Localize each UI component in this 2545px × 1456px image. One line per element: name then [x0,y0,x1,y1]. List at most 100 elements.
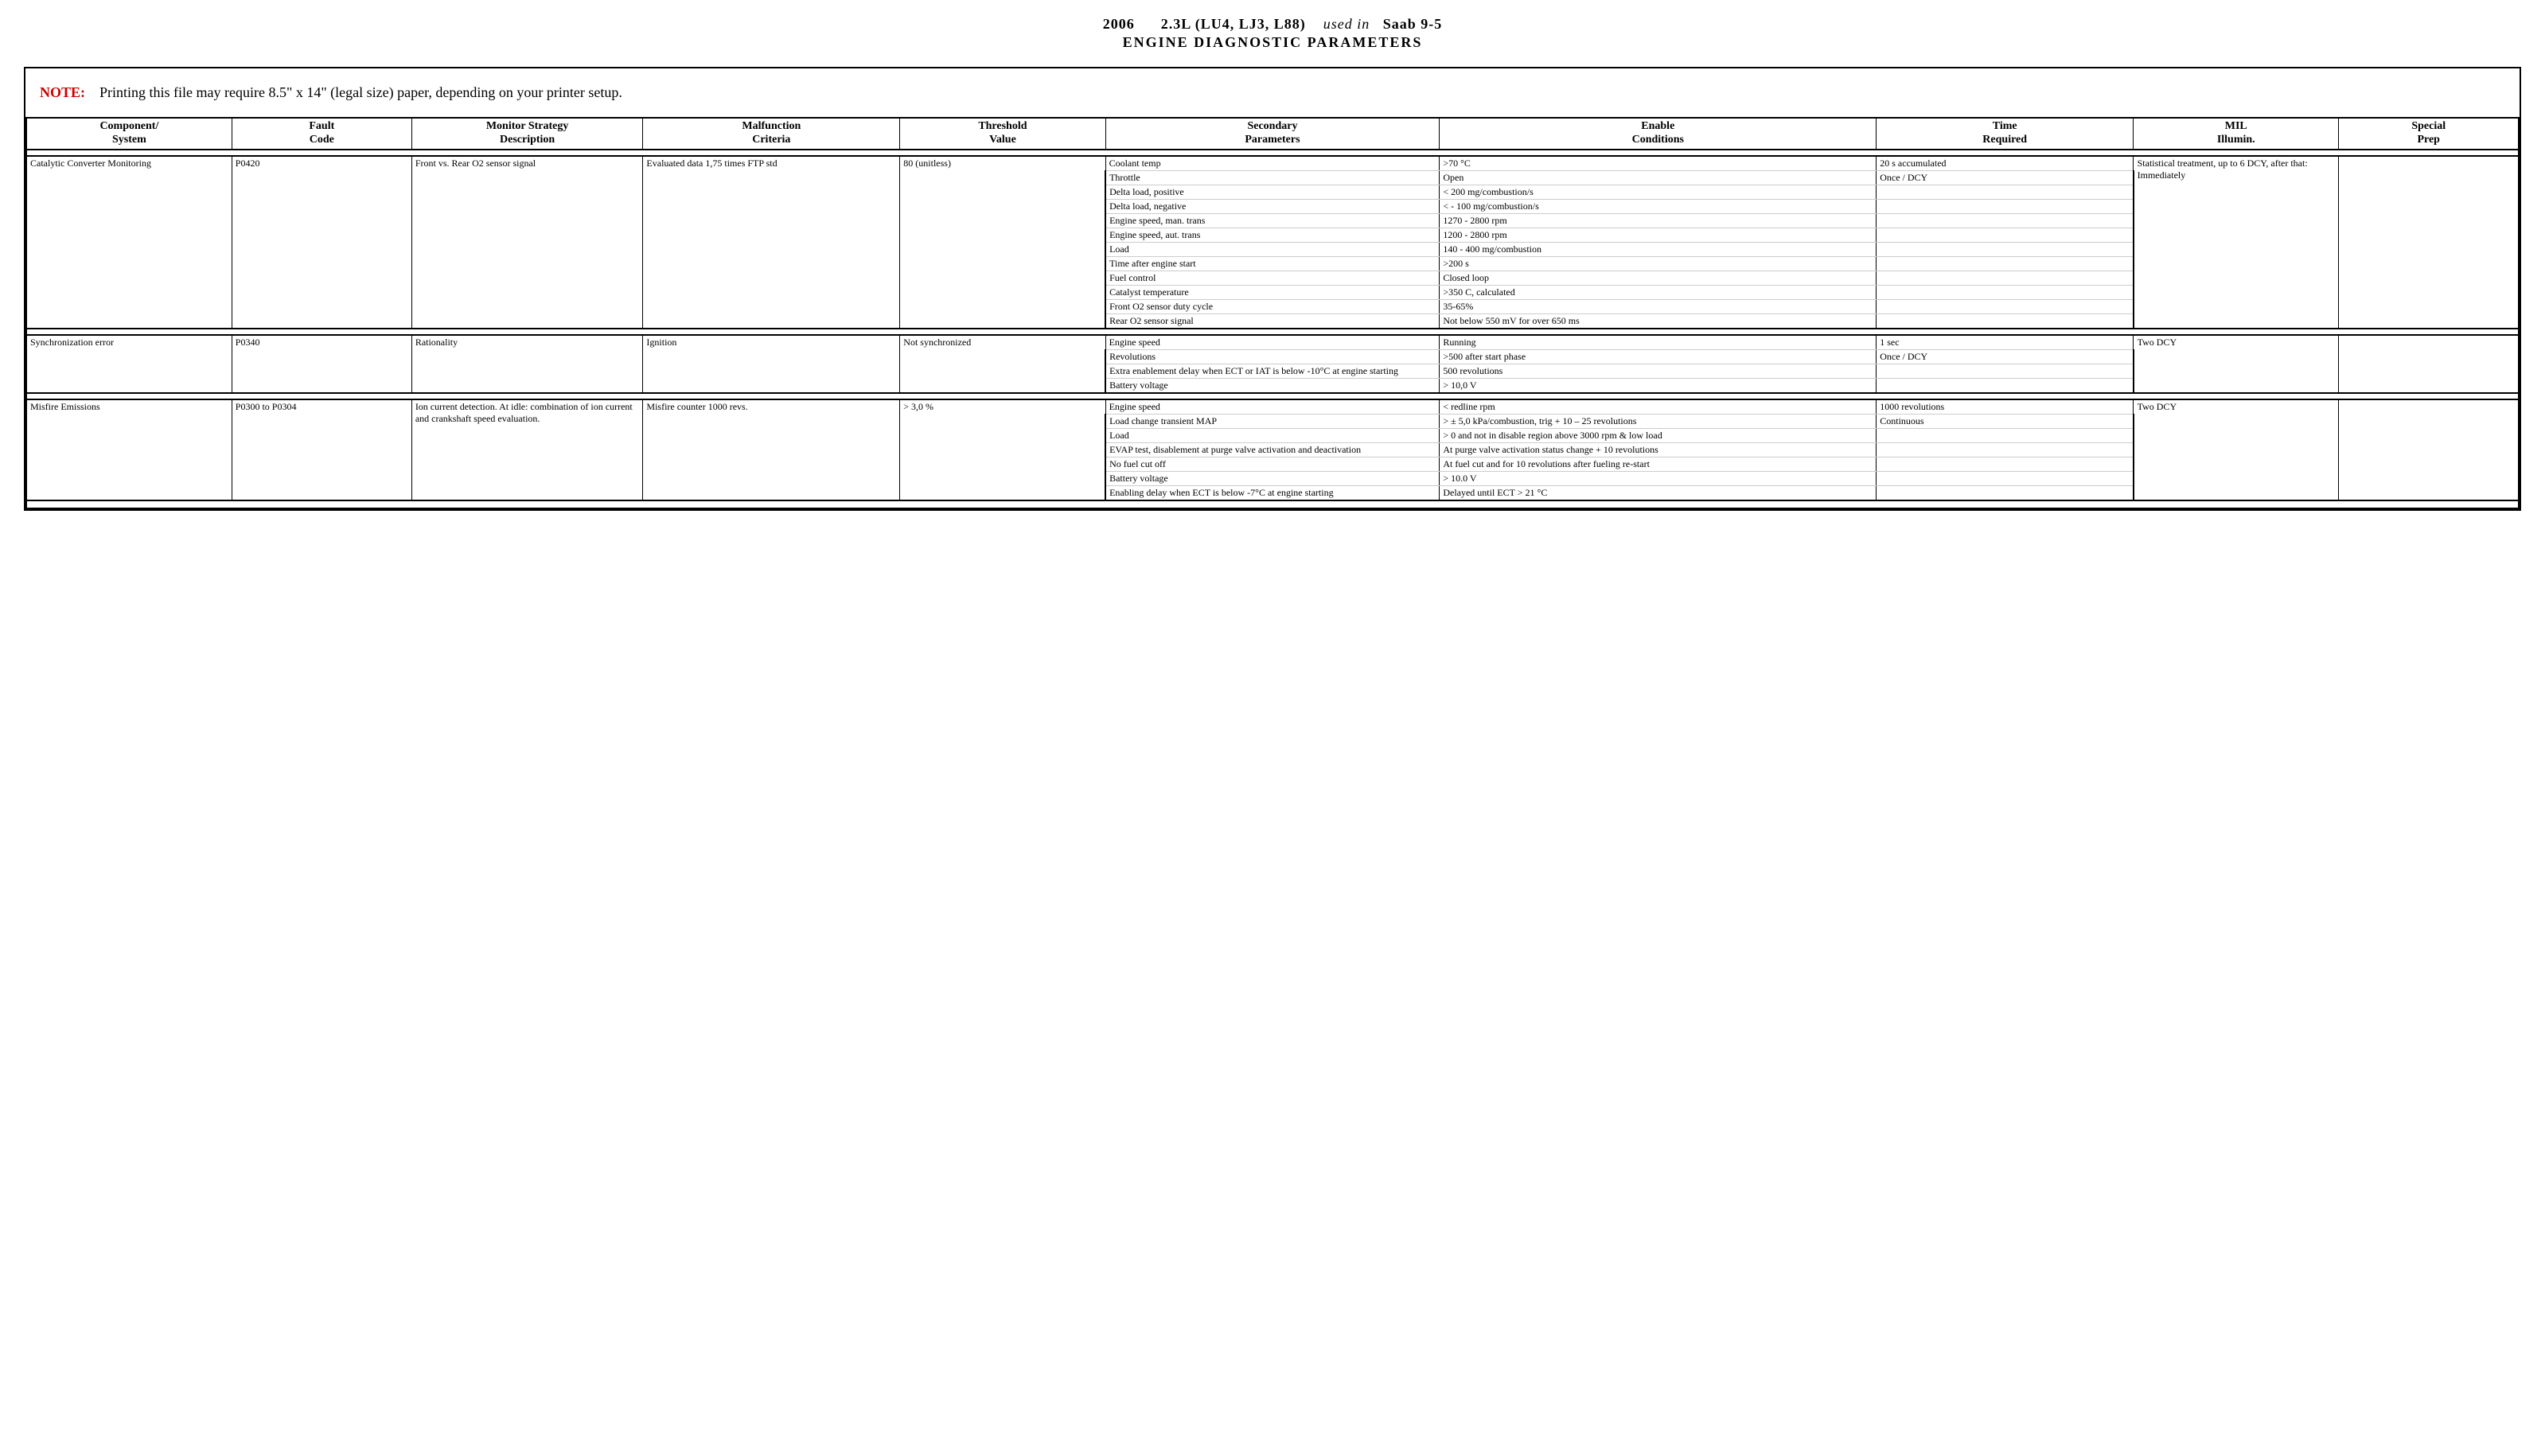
spacer-row [26,393,2519,399]
secondary-parameter: Engine speed [1105,335,1440,350]
enable-condition: >200 s [1440,256,1877,271]
fault-code: P0420 [232,156,411,329]
time-required [1877,485,2134,500]
malfunction-criteria: Evaluated data 1,75 times FTP std [643,156,900,329]
column-header: Monitor StrategyDescription [411,118,643,150]
mil-illumin: Statistical treatment, up to 6 DCY, afte… [2134,156,2339,329]
time-required [1877,199,2134,213]
enable-condition: > 0 and not in disable region above 3000… [1440,428,1877,442]
enable-condition: > 10,0 V [1440,378,1877,393]
threshold-value: Not synchronized [900,335,1105,393]
time-required: Continuous [1877,414,2134,428]
time-required: 1 sec [1877,335,2134,350]
enable-condition: 35-65% [1440,299,1877,313]
document-header: 2006 2.3L (LU4, LJ3, L88) used in Saab 9… [24,16,2521,51]
secondary-parameter: Front O2 sensor duty cycle [1105,299,1440,313]
monitor-strategy: Rationality [411,335,643,393]
threshold-value: 80 (unitless) [900,156,1105,329]
time-required: 1000 revolutions [1877,399,2134,415]
header-year: 2006 [1103,16,1135,32]
time-required [1877,442,2134,457]
enable-condition: 1200 - 2800 rpm [1440,228,1877,242]
time-required: 20 s accumulated [1877,156,2134,171]
header-vehicle: Saab 9-5 [1383,16,1443,32]
time-required [1877,378,2134,393]
enable-condition: 140 - 400 mg/combustion [1440,242,1877,256]
enable-condition: >70 °C [1440,156,1877,171]
note-box: NOTE: Printing this file may require 8.5… [25,68,2520,117]
secondary-parameter: Throttle [1105,170,1440,185]
column-header: MILIllumin. [2134,118,2339,150]
diagnostic-table: Component/SystemFaultCodeMonitor Strateg… [25,117,2520,509]
spacer-row [26,329,2519,335]
secondary-parameter: Engine speed, man. trans [1105,213,1440,228]
time-required [1877,428,2134,442]
column-header: MalfunctionCriteria [643,118,900,150]
secondary-parameter: Extra enablement delay when ECT or IAT i… [1105,364,1440,378]
table-row: Catalytic Converter MonitoringP0420Front… [26,156,2519,171]
secondary-parameter: Catalyst temperature [1105,285,1440,299]
time-required [1877,228,2134,242]
secondary-parameter: Battery voltage [1105,471,1440,485]
header-used-in: used in [1323,16,1370,32]
table-row: Synchronization errorP0340RationalityIgn… [26,335,2519,350]
enable-condition: 500 revolutions [1440,364,1877,378]
enable-condition: > ± 5,0 kPa/combustion, trig + 10 – 25 r… [1440,414,1877,428]
special-prep [2339,335,2519,393]
component-system: Synchronization error [26,335,232,393]
header-engine: 2.3L (LU4, LJ3, L88) [1161,16,1306,32]
note-text: Printing this file may require 8.5" x 14… [99,84,622,100]
enable-condition: < redline rpm [1440,399,1877,415]
enable-condition: Not below 550 mV for over 650 ms [1440,313,1877,329]
secondary-parameter: EVAP test, disablement at purge valve ac… [1105,442,1440,457]
time-required [1877,185,2134,199]
secondary-parameter: Delta load, positive [1105,185,1440,199]
secondary-parameter: Battery voltage [1105,378,1440,393]
document-frame: NOTE: Printing this file may require 8.5… [24,67,2521,511]
monitor-strategy: Front vs. Rear O2 sensor signal [411,156,643,329]
secondary-parameter: Rear O2 sensor signal [1105,313,1440,329]
enable-condition: < - 100 mg/combustion/s [1440,199,1877,213]
table-header: Component/SystemFaultCodeMonitor Strateg… [26,118,2519,150]
special-prep [2339,399,2519,500]
time-required [1877,299,2134,313]
secondary-parameter: Revolutions [1105,349,1440,364]
mil-illumin: Two DCY [2134,335,2339,393]
spacer-row [26,150,2519,156]
column-header: SecondaryParameters [1105,118,1440,150]
enable-condition: Closed loop [1440,271,1877,285]
enable-condition: < 200 mg/combustion/s [1440,185,1877,199]
note-label: NOTE: [40,84,85,100]
time-required [1877,213,2134,228]
secondary-parameter: No fuel cut off [1105,457,1440,471]
secondary-parameter: Coolant temp [1105,156,1440,171]
secondary-parameter: Delta load, negative [1105,199,1440,213]
enable-condition: Open [1440,170,1877,185]
threshold-value: > 3,0 % [900,399,1105,500]
enable-condition: > 10.0 V [1440,471,1877,485]
time-required [1877,271,2134,285]
enable-condition: 1270 - 2800 rpm [1440,213,1877,228]
secondary-parameter: Load [1105,428,1440,442]
enable-condition: >350 C, calculated [1440,285,1877,299]
enable-condition: At fuel cut and for 10 revolutions after… [1440,457,1877,471]
secondary-parameter: Load change transient MAP [1105,414,1440,428]
secondary-parameter: Load [1105,242,1440,256]
column-header: FaultCode [232,118,411,150]
header-title: ENGINE DIAGNOSTIC PARAMETERS [24,34,2521,51]
special-prep [2339,156,2519,329]
secondary-parameter: Engine speed, aut. trans [1105,228,1440,242]
enable-condition: Running [1440,335,1877,350]
time-required [1877,457,2134,471]
column-header: ThresholdValue [900,118,1105,150]
time-required [1877,285,2134,299]
component-system: Misfire Emissions [26,399,232,500]
enable-condition: >500 after start phase [1440,349,1877,364]
component-system: Catalytic Converter Monitoring [26,156,232,329]
enable-condition: Delayed until ECT > 21 °C [1440,485,1877,500]
time-required: Once / DCY [1877,170,2134,185]
mil-illumin: Two DCY [2134,399,2339,500]
secondary-parameter: Time after engine start [1105,256,1440,271]
time-required [1877,313,2134,329]
fault-code: P0300 to P0304 [232,399,411,500]
